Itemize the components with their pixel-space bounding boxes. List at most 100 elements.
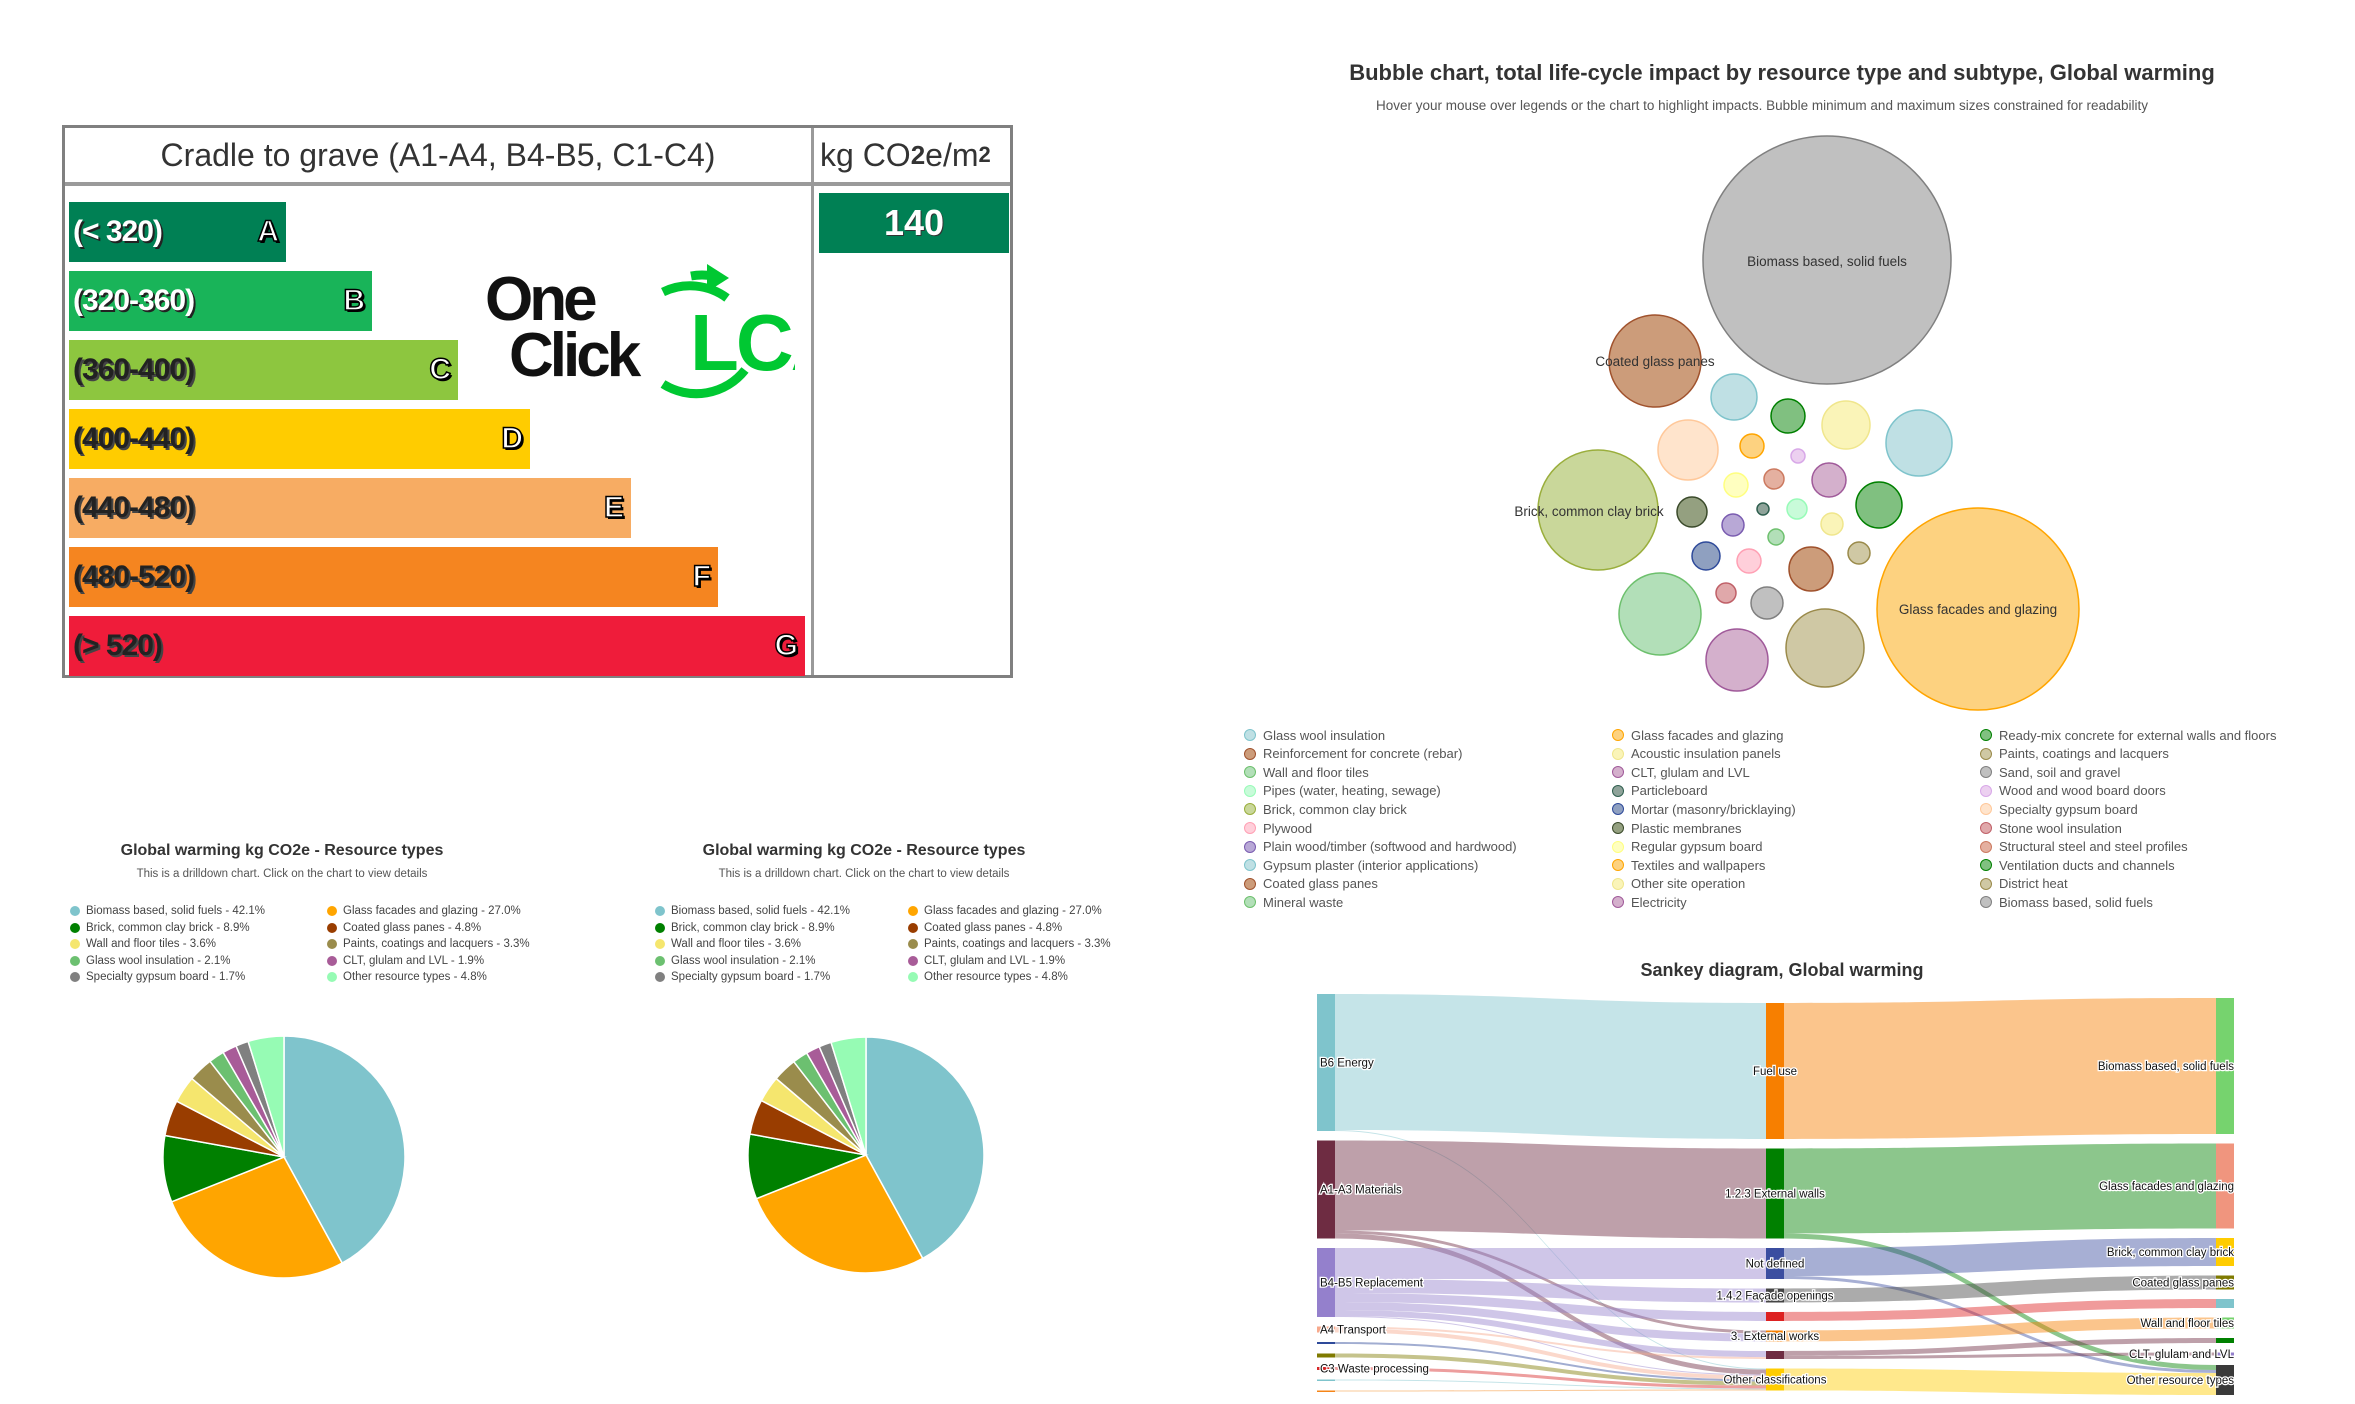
sankey-node[interactable] xyxy=(1317,994,1335,1131)
sankey-link[interactable] xyxy=(1784,1275,2216,1303)
bubble-chart[interactable]: Biomass based, solid fuels Coated glass p… xyxy=(0,0,2355,720)
sankey-link[interactable] xyxy=(1335,1367,1766,1389)
legend-item[interactable]: Plastic membranes xyxy=(1612,819,1742,837)
legend-item[interactable]: Biomass based, solid fuels - 42.1% xyxy=(655,903,850,919)
sankey-node[interactable] xyxy=(2216,1365,2234,1395)
sankey-node[interactable] xyxy=(1317,1390,1335,1393)
legend-item[interactable]: Glass facades and glazing xyxy=(1612,726,1783,744)
pie-chart[interactable] xyxy=(746,1035,986,1275)
bubble[interactable] xyxy=(1739,433,1765,459)
bubble[interactable] xyxy=(1710,373,1758,421)
legend-item[interactable]: Plywood xyxy=(1244,819,1312,837)
legend-item[interactable]: Specialty gypsum board - 1.7% xyxy=(655,969,830,985)
bubble[interactable] xyxy=(1821,400,1871,450)
bubble[interactable] xyxy=(1876,507,2080,711)
legend-item[interactable]: Paints, coatings and lacquers xyxy=(1980,745,2169,763)
sankey-link[interactable] xyxy=(1784,1368,2216,1396)
sankey-link[interactable] xyxy=(1335,1316,1766,1376)
legend-item[interactable]: Stone wool insulation xyxy=(1980,819,2122,837)
sankey-node[interactable] xyxy=(1317,1342,1335,1344)
sankey-node[interactable] xyxy=(1766,1351,1784,1359)
legend-item[interactable]: Glass facades and glazing - 27.0% xyxy=(908,903,1102,919)
sankey-link[interactable] xyxy=(1784,1338,2216,1356)
sankey-node[interactable] xyxy=(1766,1330,1784,1342)
legend-item[interactable]: Electricity xyxy=(1612,893,1687,911)
legend-item[interactable]: Glass wool insulation xyxy=(1244,726,1385,744)
bubble[interactable] xyxy=(1763,468,1785,490)
bubble[interactable] xyxy=(1767,528,1785,546)
legend-item[interactable]: Mineral waste xyxy=(1244,893,1343,911)
sankey-link[interactable] xyxy=(1335,1233,1766,1375)
sankey-node[interactable] xyxy=(2216,1352,2234,1356)
legend-item[interactable]: Gypsum plaster (interior applications) xyxy=(1244,856,1478,874)
sankey-node[interactable] xyxy=(1766,1368,1784,1391)
sankey-node[interactable] xyxy=(1317,1248,1335,1317)
legend-item[interactable]: Specialty gypsum board xyxy=(1980,800,2138,818)
bubble[interactable] xyxy=(1702,135,1952,385)
sankey-link[interactable] xyxy=(1784,1238,2216,1276)
legend-item[interactable]: Regular gypsum board xyxy=(1612,838,1763,856)
sankey-link[interactable] xyxy=(1335,1342,1766,1382)
legend-item[interactable]: Paints, coatings and lacquers - 3.3% xyxy=(327,936,530,952)
legend-item[interactable]: Brick, common clay brick - 8.9% xyxy=(70,920,250,936)
legend-item[interactable]: Paints, coatings and lacquers - 3.3% xyxy=(908,936,1111,952)
legend-item[interactable]: Other resource types - 4.8% xyxy=(908,969,1068,985)
sankey-node[interactable] xyxy=(1317,1379,1335,1382)
sankey-link[interactable] xyxy=(1784,1143,2216,1234)
sankey-link[interactable] xyxy=(1335,1326,1766,1360)
legend-item[interactable]: Glass wool insulation - 2.1% xyxy=(70,953,230,969)
legend-item[interactable]: Reinforcement for concrete (rebar) xyxy=(1244,745,1462,763)
sankey-link[interactable] xyxy=(1335,1389,1766,1392)
bubble[interactable] xyxy=(1855,481,1903,529)
sankey-node[interactable] xyxy=(1317,1353,1335,1358)
sankey-link[interactable] xyxy=(1784,1299,2216,1321)
legend-item[interactable]: Ready-mix concrete for external walls an… xyxy=(1980,726,2276,744)
sankey-node[interactable] xyxy=(1766,1248,1784,1279)
bubble[interactable] xyxy=(1537,449,1659,571)
sankey-link[interactable] xyxy=(1335,1293,1766,1321)
bubble[interactable] xyxy=(1847,541,1871,565)
legend-item[interactable]: CLT, glulam and LVL xyxy=(1612,763,1750,781)
legend-item[interactable]: Other resource types - 4.8% xyxy=(327,969,487,985)
bubble[interactable] xyxy=(1618,572,1702,656)
bubble[interactable] xyxy=(1785,608,1865,688)
bubble[interactable] xyxy=(1811,462,1847,498)
bubble[interactable] xyxy=(1820,512,1844,536)
pie-slice[interactable] xyxy=(283,1035,406,1265)
sankey-link[interactable] xyxy=(1335,1379,1766,1390)
pie-chart[interactable] xyxy=(161,1034,407,1280)
sankey-node[interactable] xyxy=(1317,1140,1335,1239)
legend-item[interactable]: Brick, common clay brick xyxy=(1244,800,1407,818)
sankey-node[interactable] xyxy=(2216,1275,2234,1290)
legend-item[interactable]: Specialty gypsum board - 1.7% xyxy=(70,969,245,985)
sankey-node[interactable] xyxy=(2216,1338,2234,1343)
bubble[interactable] xyxy=(1705,628,1769,692)
sankey-node[interactable] xyxy=(2216,1299,2234,1308)
sankey-node[interactable] xyxy=(1766,1148,1784,1239)
bubble[interactable] xyxy=(1736,548,1762,574)
legend-item[interactable]: Wall and floor tiles - 3.6% xyxy=(655,936,801,952)
bubble[interactable] xyxy=(1676,496,1708,528)
legend-item[interactable]: Glass wool insulation - 2.1% xyxy=(655,953,815,969)
pie-slice[interactable] xyxy=(830,1036,867,1156)
sankey-link[interactable] xyxy=(1335,994,1766,1139)
sankey-link[interactable] xyxy=(1784,998,2216,1139)
legend-item[interactable]: Wood and wood board doors xyxy=(1980,782,2166,800)
sankey-node[interactable] xyxy=(1766,1312,1784,1321)
sankey-link[interactable] xyxy=(1335,1310,1766,1357)
legend-item[interactable]: Wall and floor tiles xyxy=(1244,763,1369,781)
legend-item[interactable]: Other site operation xyxy=(1612,875,1745,893)
sankey-link[interactable] xyxy=(1335,1140,1766,1239)
legend-item[interactable]: CLT, glulam and LVL - 1.9% xyxy=(327,953,484,969)
sankey-link[interactable] xyxy=(1784,1352,2216,1360)
bubble[interactable] xyxy=(1721,513,1745,537)
legend-item[interactable]: Coated glass panes - 4.8% xyxy=(908,920,1062,936)
sankey-link[interactable] xyxy=(1335,1302,1766,1342)
sankey-node[interactable] xyxy=(2216,1317,2234,1329)
legend-item[interactable]: Ventilation ducts and channels xyxy=(1980,856,2175,874)
bubble[interactable] xyxy=(1750,586,1784,620)
bubble[interactable] xyxy=(1723,472,1749,498)
sankey-node[interactable] xyxy=(1766,1288,1784,1303)
sankey-link[interactable] xyxy=(1335,1248,1766,1279)
